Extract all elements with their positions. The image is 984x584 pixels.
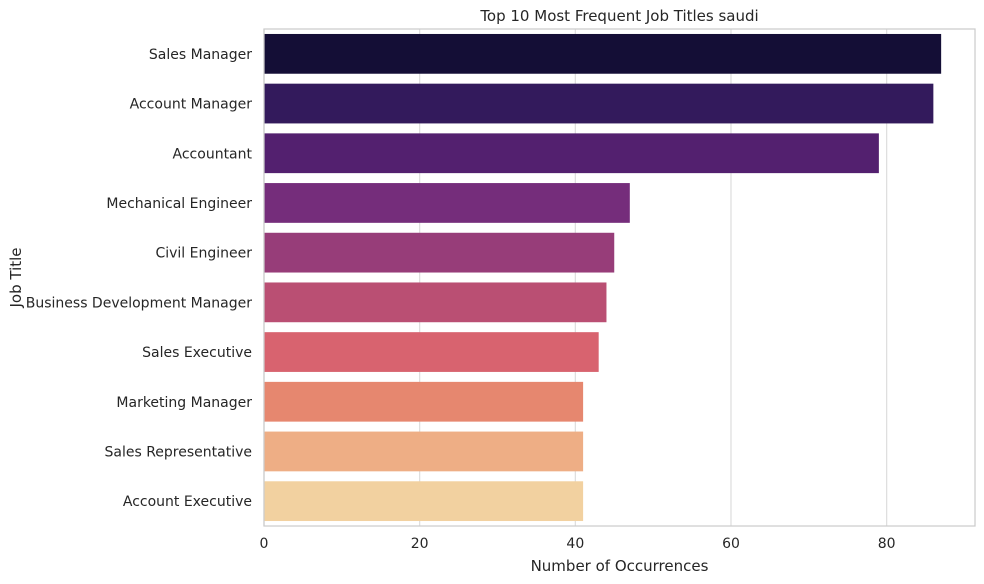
bar [264,431,584,472]
bar [264,481,584,522]
bar [264,282,607,323]
bar [264,33,942,74]
bars [264,33,942,522]
x-tick-label: 0 [260,536,269,552]
y-tick-label: Account Executive [123,494,252,510]
chart-title: Top 10 Most Frequent Job Titles saudi [479,7,758,25]
plot-frame [263,28,976,527]
bar [264,332,599,372]
bar [264,183,630,223]
y-tick-label: Civil Engineer [155,246,252,262]
x-tick-label: 80 [878,536,896,552]
bar [264,381,584,422]
y-tick-label: Accountant [173,146,253,162]
x-tick-label: 20 [411,536,429,552]
bar [264,133,879,174]
y-tick-label: Sales Manager [149,47,252,63]
y-tick-label: Mechanical Engineer [106,196,252,212]
x-tick-label: 40 [566,536,584,552]
y-tick-label: Sales Executive [142,345,252,361]
bar [264,83,934,124]
y-tick-label: Account Manager [130,97,253,113]
x-tick-labels: 0 20 40 60 80 [260,536,896,552]
y-axis-label: Job Title [7,247,25,308]
x-axis-label: Number of Occurrences [531,557,709,575]
y-tick-labels: Sales Manager Account Manager Accountant Me… [26,47,253,510]
bar [264,232,615,273]
y-tick-label: Sales Representative [105,444,253,460]
y-tick-label: Business Development Manager [26,295,252,311]
y-tick-label: Marketing Manager [116,395,252,411]
x-tick-label: 60 [722,536,740,552]
